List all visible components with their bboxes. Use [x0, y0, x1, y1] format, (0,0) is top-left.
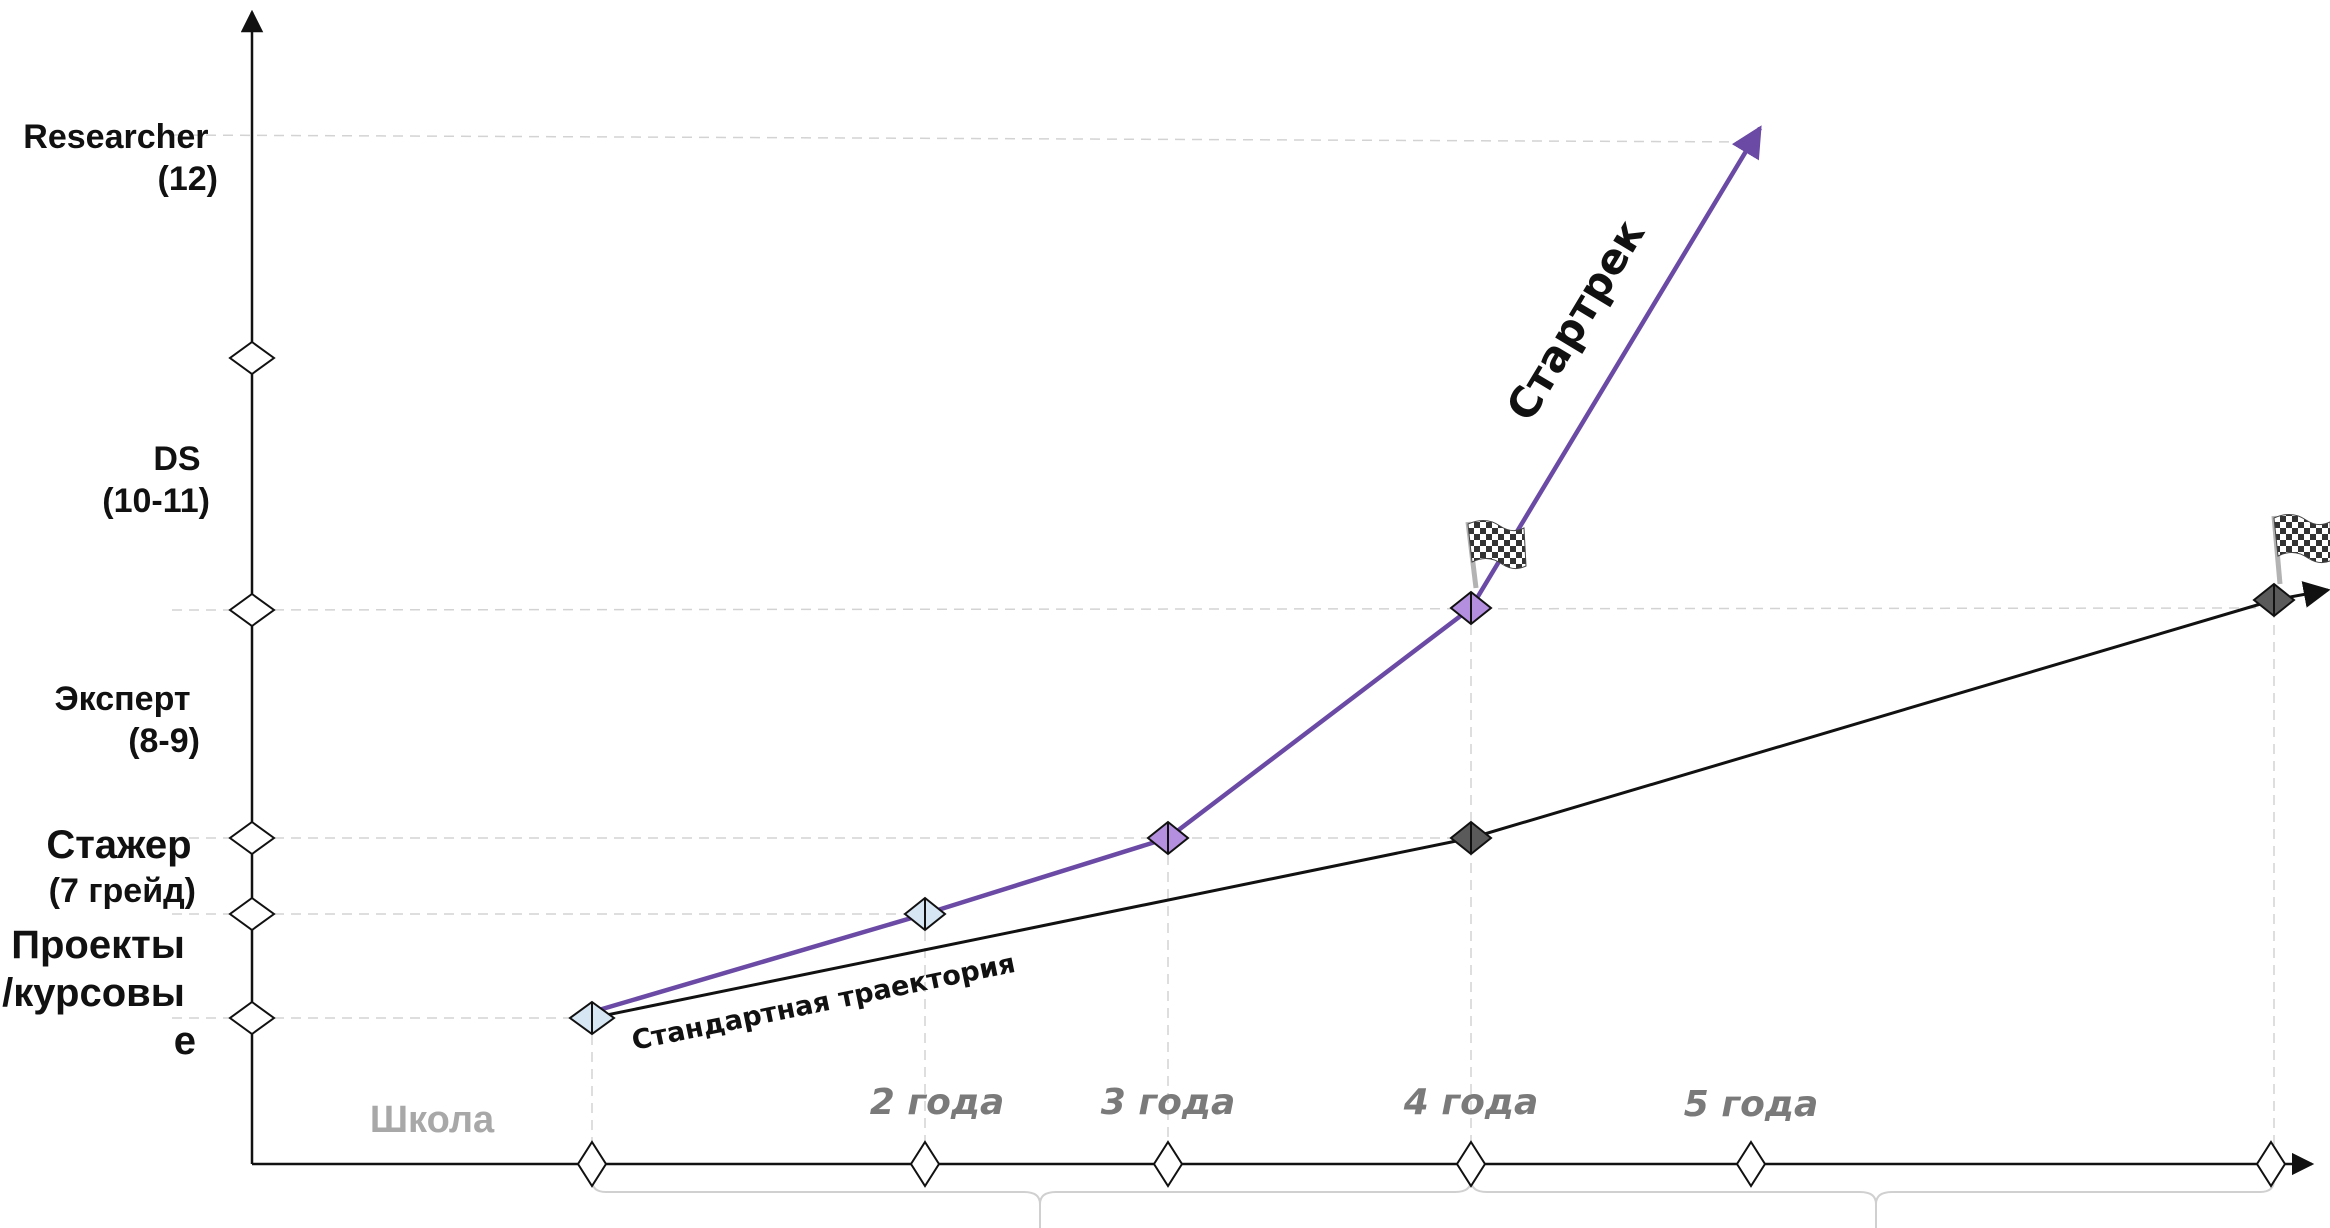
level-projects-label: Проекты /курсовы е — [2, 923, 196, 1063]
trajectory-markers — [568, 582, 2296, 1036]
x-axis-labels: Школа 2 года 3 года 4 года 5 года — [370, 1082, 1818, 1141]
period-brackets — [591, 1179, 2275, 1228]
level-expert-label: Эксперт (8-9) — [54, 680, 200, 760]
checkered-flag-icon — [1465, 520, 1527, 589]
diamond-marker-icon — [1455, 1140, 1487, 1188]
level-ds-label: DS (10-11) — [102, 440, 210, 520]
x-label-school: Школа — [370, 1099, 495, 1141]
guide-ds — [171, 607, 2277, 611]
diamond-marker-icon — [228, 592, 276, 628]
horizontal-guides — [171, 134, 2277, 1019]
diamond-marker-icon — [228, 820, 276, 856]
guide-researcher — [171, 134, 1761, 143]
diamond-marker-icon — [909, 1140, 941, 1188]
diamond-marker-icon — [228, 340, 276, 376]
vertical-guides — [591, 608, 2275, 1162]
x-label-year4: 4 года — [1403, 1082, 1539, 1123]
level-researcher-label: Researcher (12) — [23, 118, 218, 198]
y-axis-labels: Researcher (12) DS (10-11) Эксперт (8-9)… — [2, 118, 218, 1063]
checkered-flag-icon — [2271, 514, 2330, 585]
diamond-marker-icon — [228, 896, 276, 932]
diamond-marker-icon — [1152, 1140, 1184, 1188]
standard-trajectory — [591, 581, 2330, 1020]
diamond-marker-icon — [2255, 1140, 2287, 1188]
startrek-label: Стартрек — [1497, 211, 1655, 429]
diamond-marker-icon — [228, 1000, 276, 1036]
standard-trajectory-label: Стандартная траектория — [629, 948, 1018, 1057]
axes — [240, 9, 2315, 1176]
x-axis-markers — [576, 1140, 2287, 1188]
y-axis-markers — [228, 340, 276, 1036]
x-label-year5: 5 года — [1684, 1084, 1819, 1125]
bracket-first — [591, 1179, 1041, 1228]
standard-trajectory-line — [591, 598, 2275, 1020]
bracket-third — [1875, 1179, 2275, 1205]
diamond-marker-icon — [576, 1140, 608, 1188]
x-label-year3: 3 года — [1101, 1082, 1236, 1123]
level-stazher-label: Стажер (7 грейд) — [46, 823, 196, 910]
diamond-marker-icon — [1735, 1140, 1767, 1188]
x-label-year2: 2 года — [870, 1082, 1005, 1123]
